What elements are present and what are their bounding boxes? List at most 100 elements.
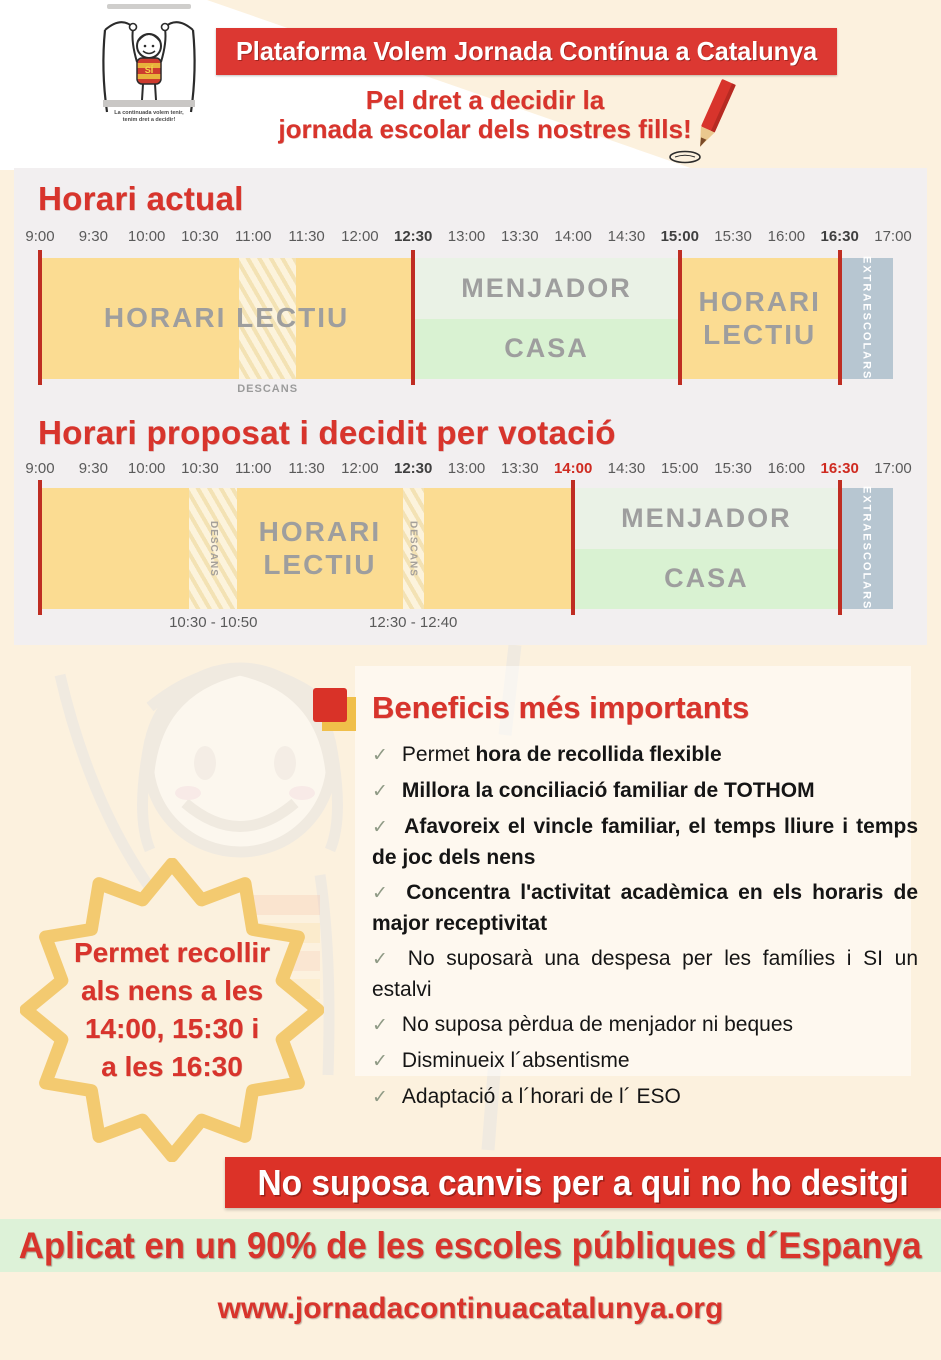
- time-axis-proposed: 9:00 9:30 10:00 10:30 11:00 11:30 12:00 12:30 13…: [25, 460, 911, 478]
- time-marker: [38, 480, 42, 615]
- pickup-badge: Permet recollir als nens a les 14:00, 15:3…: [20, 858, 324, 1162]
- time-label: 9:30: [78, 228, 108, 245]
- time-marker: [38, 250, 42, 385]
- block-label-menjador: MENJADOR: [573, 488, 840, 549]
- tagline-line1: Pel dret a decidir la: [365, 85, 605, 115]
- spain-stat-banner-text: Aplicat en un 90% de les escoles públiqu…: [19, 1224, 922, 1266]
- block-label-casa: CASA: [573, 548, 840, 609]
- benefit-item: ✓ No suposa pèrdua de menjador ni beques: [372, 1010, 918, 1041]
- break-time-sublabel: DESCANS: [237, 383, 299, 395]
- time-label: 16:00: [767, 460, 806, 477]
- time-label: 14:30: [607, 460, 646, 477]
- benefit-text: Permet: [401, 743, 476, 766]
- benefit-item: ✓ Millora la conciliació familiar de TOTH…: [372, 776, 918, 807]
- benefits-title: Beneficis més importants: [372, 690, 750, 725]
- benefits-list: ✓ Permet hora de recollida flexible ✓ Millo…: [372, 740, 918, 1118]
- benefit-text: Adaptació a l´horari de l´ ESO: [401, 1085, 681, 1108]
- logo-caption-line1: La continuada volem tenir,: [114, 110, 184, 116]
- schedule-block-lectiu: HORARI LECTIU: [679, 258, 840, 379]
- tagline: Pel dret a decidir la jornada escolar de…: [250, 86, 720, 144]
- time-label: 16:30: [820, 460, 859, 477]
- badge-line: Permet recollir: [73, 937, 271, 968]
- schedule-block-meal: MENJADOR CASA: [413, 258, 680, 379]
- time-label: 12:00: [341, 228, 379, 245]
- time-marker: [837, 250, 842, 385]
- timeline-proposed: HORARI LECTIU MENJADOR CASA EXTRAESCOLARS DE…: [38, 480, 893, 615]
- time-marker: [411, 250, 416, 385]
- break-time-sublabel: 12:30 - 12:40: [368, 614, 458, 631]
- descans-hatch: [239, 258, 296, 379]
- time-label: 16:30: [820, 228, 859, 245]
- schedule-block-lectiu: HORARI LECTIU: [237, 488, 403, 609]
- schedule-block-lectiu: [423, 488, 574, 609]
- break-time-sublabel: 10:30 - 10:50: [169, 614, 258, 631]
- benefit-item: ✓ No suposarà una despesa per les famílie…: [372, 944, 918, 1005]
- benefit-item: ✓ Afavoreix el vincle familiar, el temps …: [372, 812, 918, 873]
- benefit-item: ✓ Permet hora de recollida flexible: [372, 740, 918, 771]
- time-label: 11:00: [235, 228, 272, 245]
- time-label: 15:00: [660, 460, 699, 477]
- time-label: 9:30: [78, 460, 108, 477]
- section-title-current: Horari actual: [38, 180, 244, 217]
- schedule-block-lectiu: [40, 488, 190, 609]
- time-label: 13:00: [447, 228, 486, 245]
- badge-line: als nens a les: [80, 975, 264, 1006]
- schedule-block-extra: EXTRAESCOLARS: [839, 486, 893, 611]
- badge-line: 14:00, 15:30 i: [84, 1013, 260, 1044]
- schedule-panel: Horari actual 9:00 9:30 10:00 10:30 11:00 11:…: [14, 168, 927, 645]
- website-url: www.jornadacontinuacatalunya.org: [217, 1292, 724, 1325]
- time-axis-current: 9:00 9:30 10:00 10:30 11:00 11:30 12:00 12:30 13…: [25, 228, 911, 246]
- time-label: 10:30: [181, 228, 219, 245]
- time-label: 9:00: [25, 228, 55, 245]
- check-icon: ✓: [372, 1087, 388, 1108]
- time-label: 17:00: [874, 228, 912, 245]
- time-label: 10:00: [127, 460, 166, 477]
- no-change-banner-text: No suposa canvis per a qui no ho desitgi: [257, 1161, 909, 1203]
- time-label: 10:30: [181, 460, 219, 477]
- schedule-block-extra: EXTRAESCOLARS: [839, 256, 893, 381]
- benefit-text: Millora la conciliació familiar de TOTHO…: [401, 779, 815, 802]
- block-label-lectiu: HORARI LECTIU: [103, 302, 350, 334]
- check-icon: ✓: [372, 745, 388, 766]
- descans-vertical-label: DESCANS: [407, 520, 419, 577]
- schedule-block-meal: MENJADOR CASA: [573, 488, 840, 609]
- time-label: 11:30: [288, 228, 325, 245]
- benefit-item: ✓ Adaptació a l´horari de l´ ESO: [372, 1082, 918, 1113]
- time-marker: [677, 250, 682, 385]
- tagline-line2: jornada escolar dels nostres fills!: [278, 114, 692, 144]
- block-label-extraescolars: EXTRAESCOLARS: [860, 256, 873, 381]
- descans-hatch: DESCANS: [189, 488, 238, 609]
- time-label: 15:30: [714, 228, 752, 245]
- pencil-icon: [669, 79, 736, 164]
- block-label-casa: CASA: [413, 318, 680, 379]
- time-label: 12:30: [394, 460, 433, 477]
- time-label: 15:30: [714, 460, 752, 477]
- benefit-text: No suposa pèrdua de menjador ni beques: [401, 1013, 794, 1036]
- time-label: 13:00: [447, 460, 486, 477]
- check-icon: ✓: [372, 781, 388, 802]
- time-label: 14:00: [553, 460, 593, 477]
- break-sublabel-row: 10:30 - 10:50 12:30 - 12:40: [40, 614, 893, 631]
- benefit-text: No suposarà una despesa per les famílies…: [372, 947, 919, 1001]
- section-title-proposed: Horari proposat i decidit per votació: [38, 414, 616, 451]
- platform-logo: SÍ La continuada volem tenir, tenim dret…: [93, 0, 205, 124]
- timeline-current: HORARI LECTIU MENJADOR CASA HORARI LECTIU EX…: [38, 250, 893, 385]
- time-marker: [571, 480, 576, 615]
- benefit-item: ✓ Concentra l'activitat acadèmica en els …: [372, 878, 918, 939]
- time-label: 15:00: [660, 228, 699, 245]
- time-label: 11:00: [235, 460, 272, 477]
- time-label: 13:30: [501, 460, 539, 477]
- benefits-background-panel: [355, 666, 911, 1076]
- time-label: 12:00: [341, 460, 379, 477]
- time-label: 10:00: [127, 228, 166, 245]
- title-banner: Plataforma Volem Jornada Contínua a Cata…: [216, 28, 837, 75]
- time-label: 16:00: [767, 228, 806, 245]
- check-icon: ✓: [372, 1051, 388, 1072]
- badge-line: a les 16:30: [101, 1051, 243, 1082]
- benefit-text: Concentra l'activitat acadèmica en els h…: [372, 881, 918, 935]
- block-label-lectiu: HORARI LECTIU: [698, 286, 821, 350]
- check-icon: ✓: [372, 883, 393, 904]
- descans-hatch: DESCANS: [402, 488, 424, 609]
- pickup-badge-text: Permet recollir als nens a les 14:00, 15:3…: [20, 858, 324, 1162]
